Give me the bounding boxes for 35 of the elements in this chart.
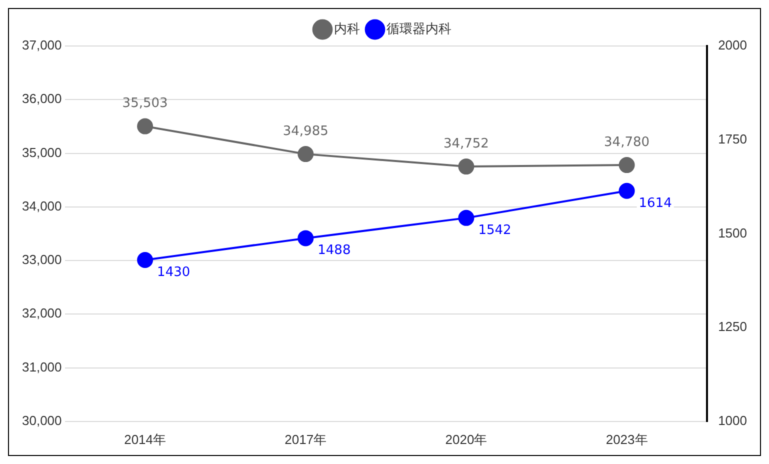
y-tick-label: 31,000 bbox=[22, 359, 62, 374]
x-tick-label: 2020年 bbox=[445, 432, 488, 447]
y2-tick-label: 1000 bbox=[718, 412, 747, 428]
data-label: 34,985 bbox=[282, 124, 328, 139]
data-label: 35,503 bbox=[122, 96, 168, 112]
y-tick-label: 37,000 bbox=[22, 38, 62, 53]
point bbox=[618, 182, 635, 199]
point bbox=[618, 157, 635, 174]
point bbox=[137, 252, 154, 268]
y-tick-label: 36,000 bbox=[22, 91, 62, 106]
legend-label: 循環器内科 bbox=[386, 22, 452, 37]
y-tick-label: 33,000 bbox=[22, 252, 62, 268]
y-tick-label: 30,000 bbox=[22, 412, 62, 428]
y-tick-label: 35,000 bbox=[22, 144, 62, 160]
point bbox=[298, 146, 314, 162]
legend-label: 内科 bbox=[334, 22, 360, 37]
x-tick-label: 2017年 bbox=[284, 432, 327, 447]
data-label: 34,780 bbox=[604, 134, 650, 150]
data-label: 1488 bbox=[318, 243, 351, 258]
y2-tick-label: 1750 bbox=[718, 131, 747, 146]
y2-tick-label: 2000 bbox=[718, 38, 747, 53]
y-tick-label: 32,000 bbox=[22, 306, 62, 321]
point bbox=[137, 118, 154, 134]
y2-tick-label: 1250 bbox=[718, 319, 747, 334]
x-tick-label: 2023年 bbox=[606, 432, 648, 447]
data-label: 34,752 bbox=[443, 136, 489, 152]
data-label: 1430 bbox=[157, 264, 190, 280]
data-label: 1542 bbox=[478, 222, 512, 238]
point bbox=[458, 210, 474, 226]
point bbox=[458, 158, 474, 175]
data-label: 1614 bbox=[638, 196, 672, 211]
y2-tick-label: 1500 bbox=[718, 225, 747, 240]
x-tick-label: 2014年 bbox=[124, 432, 166, 447]
y-tick-label: 34,000 bbox=[22, 198, 62, 214]
point bbox=[298, 230, 314, 246]
